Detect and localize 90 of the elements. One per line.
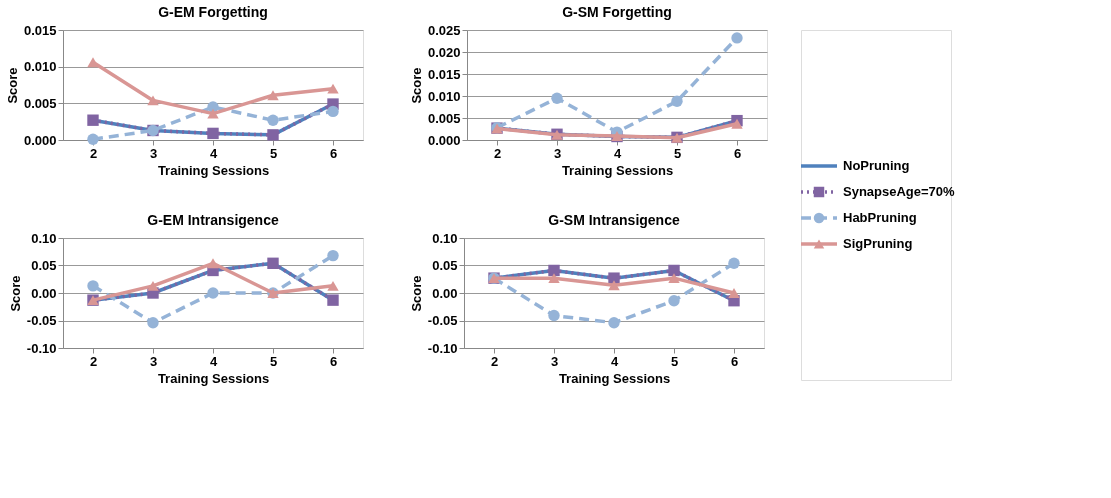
- y-tick-label: 0.010: [23, 59, 57, 75]
- y-tick-label: -0.05: [427, 313, 458, 328]
- x-tick-label: 5: [673, 145, 682, 161]
- y-axis-title: Score: [408, 67, 424, 104]
- point: [267, 257, 279, 269]
- x-tick-label: 3: [553, 145, 562, 161]
- y-axis-title: Score: [408, 275, 424, 312]
- y-axis-title: Score: [7, 275, 23, 312]
- point: [731, 32, 743, 44]
- point: [267, 90, 279, 101]
- point: [87, 133, 99, 145]
- point: [551, 92, 563, 104]
- point: [327, 280, 339, 291]
- x-axis-title: Training Sessions: [157, 162, 270, 178]
- point: [731, 118, 743, 129]
- y-tick-label: 0.05: [31, 258, 57, 273]
- point: [548, 264, 560, 277]
- point: [548, 309, 560, 322]
- y-tick-label: 0.015: [23, 22, 57, 38]
- x-tick-label: 6: [733, 145, 742, 161]
- point: [668, 264, 680, 277]
- y-tick-label: 0.000: [23, 132, 57, 148]
- x-tick-label: 6: [329, 353, 338, 369]
- x-axis-title: Training Sessions: [157, 370, 270, 386]
- point: [87, 114, 99, 126]
- legend-label: HabPruning: [843, 210, 917, 225]
- legend-label: NoPruning: [843, 158, 910, 173]
- chart-title: G-SM Forgetting: [562, 4, 672, 20]
- point: [147, 95, 159, 106]
- x-tick-label: 5: [269, 353, 278, 369]
- point: [207, 258, 219, 269]
- point: [608, 317, 620, 329]
- x-tick-label: 3: [550, 353, 559, 369]
- point: [87, 280, 99, 292]
- x-tick-label: 4: [209, 353, 218, 369]
- x-tick-label: 4: [209, 145, 218, 161]
- y-tick-label: 0.10: [432, 230, 458, 246]
- point: [327, 249, 339, 262]
- y-tick-label: 0.015: [427, 66, 461, 82]
- point: [327, 294, 339, 306]
- y-tick-label: 0.020: [427, 44, 461, 60]
- point: [207, 127, 219, 140]
- x-tick-label: 4: [613, 145, 622, 161]
- point: [267, 129, 279, 141]
- point: [548, 273, 560, 284]
- point: [327, 105, 339, 118]
- y-tick-label: 0.05: [432, 258, 458, 273]
- legend-label: SigPruning: [843, 236, 913, 251]
- chart-title: G-EM Forgetting: [158, 4, 268, 20]
- x-tick-label: 3: [149, 145, 158, 161]
- point: [147, 317, 159, 329]
- y-tick-label: -0.05: [26, 313, 57, 328]
- point: [267, 114, 279, 126]
- point: [671, 95, 683, 107]
- x-tick-label: 6: [730, 353, 739, 369]
- point: [327, 83, 339, 94]
- point: [207, 108, 219, 119]
- x-tick-label: 5: [670, 353, 679, 369]
- y-tick-label: 0.00: [432, 285, 458, 301]
- x-axis-title: Training Sessions: [561, 162, 674, 178]
- point: [668, 273, 680, 284]
- point: [207, 287, 219, 299]
- x-tick-label: 5: [269, 145, 278, 161]
- y-tick-label: 0.010: [427, 88, 461, 104]
- point: [668, 295, 680, 307]
- y-tick-label: -0.10: [427, 340, 458, 356]
- x-tick-label: 6: [329, 145, 338, 161]
- y-tick-label: -0.10: [26, 340, 57, 356]
- y-tick-label: 0.10: [31, 230, 57, 246]
- point: [728, 257, 740, 269]
- x-axis-title: Training Sessions: [558, 370, 671, 386]
- x-tick-label: 2: [89, 145, 98, 161]
- chart-title: G-EM Intransigence: [147, 212, 279, 228]
- point: [87, 57, 99, 68]
- y-tick-label: 0.025: [427, 22, 461, 38]
- legend-label: SynapseAge=70%: [843, 184, 956, 199]
- point: [608, 280, 620, 291]
- point: [147, 280, 159, 291]
- x-tick-label: 3: [149, 353, 158, 369]
- chart-title: G-SM Intransigence: [548, 212, 680, 228]
- x-tick-label: 2: [89, 353, 98, 369]
- x-tick-label: 2: [490, 353, 499, 369]
- y-tick-label: 0.005: [427, 110, 461, 126]
- x-tick-label: 4: [610, 353, 619, 369]
- y-tick-label: 0.005: [23, 95, 57, 111]
- x-tick-label: 2: [493, 145, 502, 161]
- point: [728, 288, 740, 298]
- y-tick-label: 0.000: [427, 132, 461, 148]
- y-tick-label: 0.00: [31, 285, 57, 301]
- y-axis-title: Score: [4, 67, 20, 104]
